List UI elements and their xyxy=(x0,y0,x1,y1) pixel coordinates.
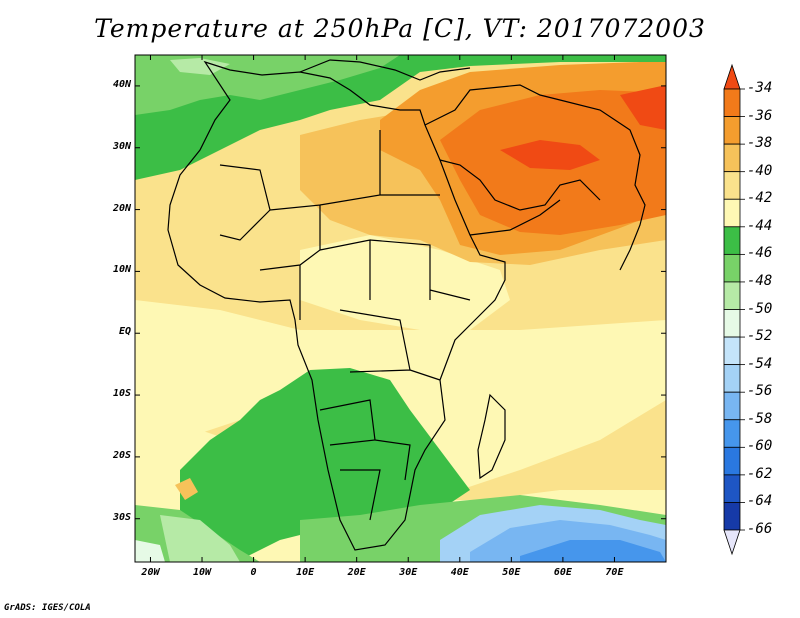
lat-tick-label: 10S xyxy=(112,388,131,400)
colorbar-bin xyxy=(723,281,741,310)
lat-tick-label: 20N xyxy=(112,202,131,214)
colorbar-label: -54 xyxy=(747,355,773,372)
colorbar-label: -62 xyxy=(747,465,773,482)
colorbar-label: -40 xyxy=(747,162,773,179)
colorbar-bin xyxy=(723,446,741,476)
colorbar-bin xyxy=(723,226,741,255)
colorbar-bin xyxy=(723,474,741,503)
colorbar-label: -48 xyxy=(747,272,773,289)
colorbar-bin xyxy=(723,198,741,228)
colorbar-label: -36 xyxy=(747,107,773,124)
lon-tick-label: 40E xyxy=(450,567,469,578)
lon-tick-label: 0 xyxy=(250,567,257,578)
colorbar-label: -46 xyxy=(747,245,773,262)
colorbar-bin xyxy=(723,502,741,531)
map-frame xyxy=(134,54,667,563)
map-title: Temperature at 250hPa [C], VT: 201707200… xyxy=(94,14,706,43)
colorbar-label: -64 xyxy=(747,493,773,510)
colorbar-bottom-arrow xyxy=(723,529,741,556)
grads-credit: GrADS: IGES/COLA xyxy=(4,603,91,613)
lat-tick-label: 10N xyxy=(112,264,131,276)
temperature-field xyxy=(135,55,666,562)
lat-tick-label: 30N xyxy=(112,140,131,152)
lon-tick-label: 10W xyxy=(192,567,212,578)
colorbar xyxy=(723,63,745,556)
colorbar-label: -50 xyxy=(747,300,773,317)
colorbar-bin xyxy=(723,171,741,200)
colorbar-label: -44 xyxy=(747,217,773,234)
lon-tick-label: 20W xyxy=(141,567,160,578)
lon-tick-label: 60E xyxy=(553,567,572,578)
colorbar-bin xyxy=(723,364,741,393)
colorbar-bin xyxy=(723,419,741,448)
colorbar-label: -38 xyxy=(747,135,773,152)
colorbar-label: -58 xyxy=(747,410,773,427)
coastlines xyxy=(167,59,646,551)
colorbar-bin xyxy=(723,88,741,117)
colorbar-bin xyxy=(723,143,741,173)
colorbar-bin xyxy=(723,309,741,338)
lon-tick-label: 50E xyxy=(502,567,521,578)
lat-tick-label: 20S xyxy=(112,449,131,461)
colorbar-top-arrow xyxy=(723,63,741,90)
lon-tick-label: 70E xyxy=(605,567,624,578)
lon-tick-label: 10E xyxy=(296,567,315,578)
colorbar-bin xyxy=(723,253,741,283)
colorbar-bin xyxy=(723,391,741,421)
lon-tick-label: 20E xyxy=(347,567,366,578)
colorbar-label: -42 xyxy=(747,190,773,207)
lat-tick-label: 30S xyxy=(112,511,131,523)
colorbar-bin xyxy=(723,116,741,145)
lon-tick-label: 30E xyxy=(399,567,418,578)
colorbar-label: -56 xyxy=(747,383,773,400)
colorbar-bin xyxy=(723,336,741,366)
colorbar-label: -60 xyxy=(747,438,773,455)
axis-ticks xyxy=(135,55,666,562)
colorbar-label: -34 xyxy=(747,80,773,96)
colorbar-label: -52 xyxy=(747,328,773,345)
lat-tick-label: 40N xyxy=(112,78,131,90)
colorbar-label: -66 xyxy=(747,521,773,537)
lat-tick-label: EQ xyxy=(118,326,131,338)
